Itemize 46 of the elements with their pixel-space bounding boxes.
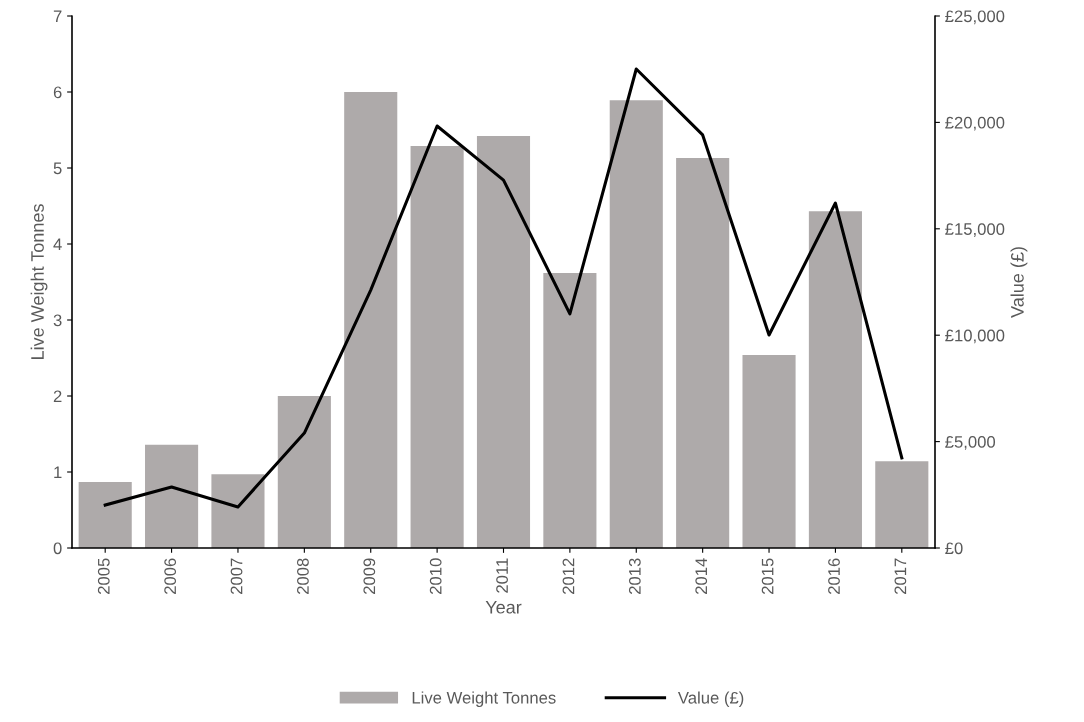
y2-tick-label: £15,000 (945, 223, 1005, 237)
y-tick-label: 6 (53, 86, 62, 99)
bar (78, 481, 132, 548)
bar (609, 100, 663, 548)
y2-tick-label: £20,000 (945, 116, 1005, 131)
y-tick-label: 4 (53, 238, 62, 251)
bar (543, 272, 597, 548)
y-tick-label: 7 (53, 10, 62, 23)
bar (410, 145, 464, 548)
y2-tick-label: £10,000 (945, 329, 1005, 344)
legend-label: Live Weight Tonnes (412, 691, 556, 707)
y-tick-label: 1 (54, 466, 62, 479)
x-tick-label: 2007 (230, 558, 243, 594)
bar (211, 474, 265, 548)
bar (145, 444, 199, 548)
y2-tick-label: £5,000 (945, 436, 996, 450)
y-axis-title: Live Weight Tonnes (30, 204, 48, 359)
bar (875, 461, 929, 548)
legend-label: Value (£) (677, 691, 744, 707)
bar (476, 136, 531, 548)
x-tick-label: 2014 (695, 558, 708, 594)
x-tick-label: 2013 (628, 558, 641, 594)
y-tick-label: 2 (53, 390, 62, 403)
x-tick-label: 2006 (164, 558, 177, 594)
y-tick-label: 3 (53, 314, 62, 327)
x-tick-label: 2009 (363, 558, 376, 594)
y-tick-label: 0 (53, 542, 62, 555)
line-series (103, 67, 904, 509)
x-tick-label: 2011 (496, 558, 508, 593)
bar (344, 92, 398, 548)
x-tick-label: 2017 (894, 558, 907, 594)
bar (277, 396, 331, 548)
bar (808, 211, 862, 548)
bar (742, 354, 796, 548)
x-tick-label: 2005 (97, 558, 110, 594)
x-tick-label: 2008 (297, 558, 309, 594)
x-tick-label: 2012 (562, 558, 575, 594)
x-tick-label: 2016 (828, 558, 840, 594)
x-tick-label: 2015 (761, 558, 774, 594)
x-tick-label: 2010 (429, 558, 442, 594)
y2-axis-title: Value (£) (1010, 247, 1028, 318)
y2-tick-label: £25,000 (945, 10, 1005, 25)
y2-tick-label: £0 (945, 542, 963, 555)
y-tick-label: 5 (53, 162, 62, 175)
bar (676, 158, 730, 548)
x-axis-title: Year (485, 601, 522, 614)
